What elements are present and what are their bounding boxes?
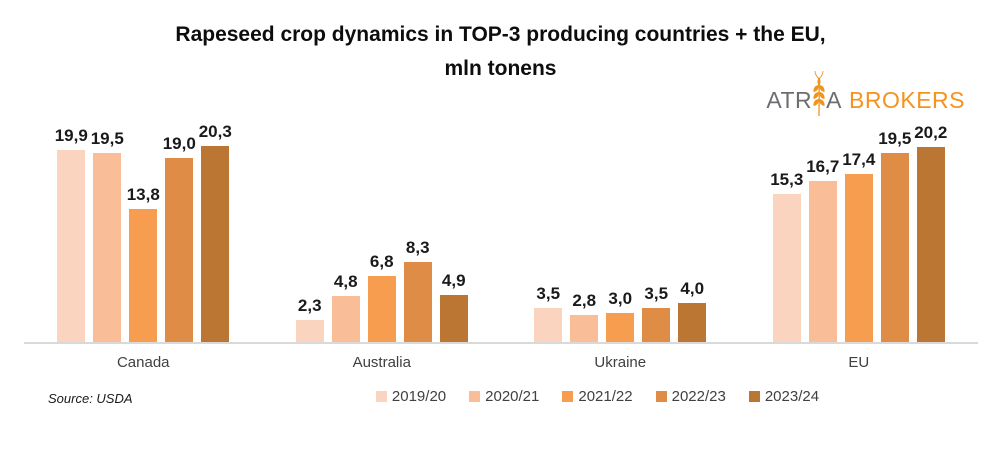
bar-value-label: 16,7	[806, 157, 840, 176]
legend-swatch	[562, 391, 574, 402]
bottom-row: Source: USDA 2019/20 2020/21 2021/22 2022/2…	[0, 388, 1001, 414]
bar-value-label: 20,3	[198, 122, 232, 141]
bar-australia-2022-23: 8,3	[403, 238, 432, 342]
bar-eu-2021-22: 17,4	[842, 150, 875, 342]
logo-text-atr: ATR	[766, 87, 813, 113]
logo-text-a: A	[826, 87, 843, 113]
bar-value-label: 3,0	[608, 289, 633, 308]
bar-value-label: 13,8	[126, 185, 160, 204]
legend-swatch	[748, 391, 760, 402]
bar-group-eu: 15,3 16,7 17,4 19,5 20,2	[740, 112, 979, 342]
bar-eu-2022-23: 19,5	[878, 129, 911, 342]
bar-canada-2019-20: 19,9	[55, 126, 88, 342]
bar-value-label: 4,9	[441, 271, 466, 290]
bar-value-label: 20,2	[914, 123, 948, 142]
legend-item-2021-22: 2021/22	[562, 388, 633, 405]
bar-group-canada: 19,9 19,5 13,8 19,0 20,3	[24, 112, 263, 342]
bar-australia-2019-20: 2,3	[295, 296, 324, 342]
bar-value-label: 19,9	[54, 126, 88, 145]
bar-value-label: 2,8	[572, 291, 597, 310]
legend-item-2022-23: 2022/23	[655, 388, 726, 405]
legend-swatch	[375, 391, 387, 402]
bar-value-label: 19,0	[162, 134, 196, 153]
category-label-canada: Canada	[116, 354, 170, 371]
legend-swatch	[469, 391, 481, 402]
bar-value-label: 4,8	[333, 272, 358, 291]
bar-group-ukraine: 3,5 2,8 3,0 3,5 4,0	[501, 112, 740, 342]
wheat-icon	[812, 62, 826, 117]
category-axis: Canada Australia Ukraine EU	[24, 354, 978, 371]
bar-value-label: 19,5	[878, 129, 912, 148]
bar-ukraine-2022-23: 3,5	[642, 284, 671, 342]
bar-canada-2022-23: 19,0	[163, 134, 196, 342]
source-note: Source: USDA	[48, 391, 133, 406]
bar-value-label: 2,3	[297, 296, 322, 315]
legend-label: 2020/21	[485, 388, 540, 405]
legend-label: 2023/24	[764, 388, 820, 405]
legend: 2019/20 2020/21 2021/22 2022/23 2023/24	[97, 388, 1001, 405]
bar-eu-2020-21: 16,7	[806, 157, 839, 342]
bar-value-label: 15,3	[770, 170, 804, 189]
category-label-eu: EU	[848, 354, 870, 371]
legend-item-2019-20: 2019/20	[375, 388, 447, 405]
bar-value-label: 3,5	[536, 284, 561, 303]
category-label-australia: Australia	[352, 354, 411, 371]
legend-label: 2021/22	[578, 388, 633, 405]
plot-area: 19,9 19,5 13,8 19,0 20,3 2,3 4,8 6,8 8,3 4,9 3,5 2,…	[24, 112, 978, 344]
bar-eu-2019-20: 15,3	[770, 170, 803, 342]
legend-swatch	[655, 391, 667, 402]
bar-group-australia: 2,3 4,8 6,8 8,3 4,9	[263, 112, 502, 342]
bar-value-label: 17,4	[842, 150, 876, 169]
bar-value-label: 4,0	[680, 279, 705, 298]
bar-ukraine-2020-21: 2,8	[570, 291, 599, 342]
logo-text-brokers: BROKERS	[849, 87, 965, 113]
atria-brokers-logo: ATR A BROKERS	[766, 62, 965, 117]
legend-label: 2019/20	[391, 388, 447, 405]
legend-label: 2022/23	[671, 388, 726, 405]
bar-value-label: 8,3	[405, 238, 430, 257]
chart-title: Rapeseed crop dynamics in TOP-3 producin…	[175, 23, 826, 80]
legend-item-2020-21: 2020/21	[469, 388, 539, 405]
bar-canada-2021-22: 13,8	[127, 185, 160, 342]
bar-australia-2020-21: 4,8	[331, 272, 360, 342]
bar-ukraine-2021-22: 3,0	[606, 289, 635, 342]
bar-value-label: 6,8	[369, 252, 394, 271]
legend-item-2023-24: 2023/24	[748, 388, 820, 405]
bar-australia-2021-22: 6,8	[367, 252, 396, 342]
bar-eu-2023-24: 20,2	[914, 123, 947, 342]
category-label-ukraine: Ukraine	[594, 354, 647, 371]
bar-value-label: 3,5	[644, 284, 669, 303]
bar-canada-2020-21: 19,5	[91, 129, 124, 342]
bar-australia-2023-24: 4,9	[439, 271, 468, 342]
bar-value-label: 19,5	[90, 129, 124, 148]
bar-ukraine-2019-20: 3,5	[534, 284, 563, 342]
bar-canada-2023-24: 20,3	[199, 122, 232, 342]
bar-ukraine-2023-24: 4,0	[678, 279, 707, 342]
